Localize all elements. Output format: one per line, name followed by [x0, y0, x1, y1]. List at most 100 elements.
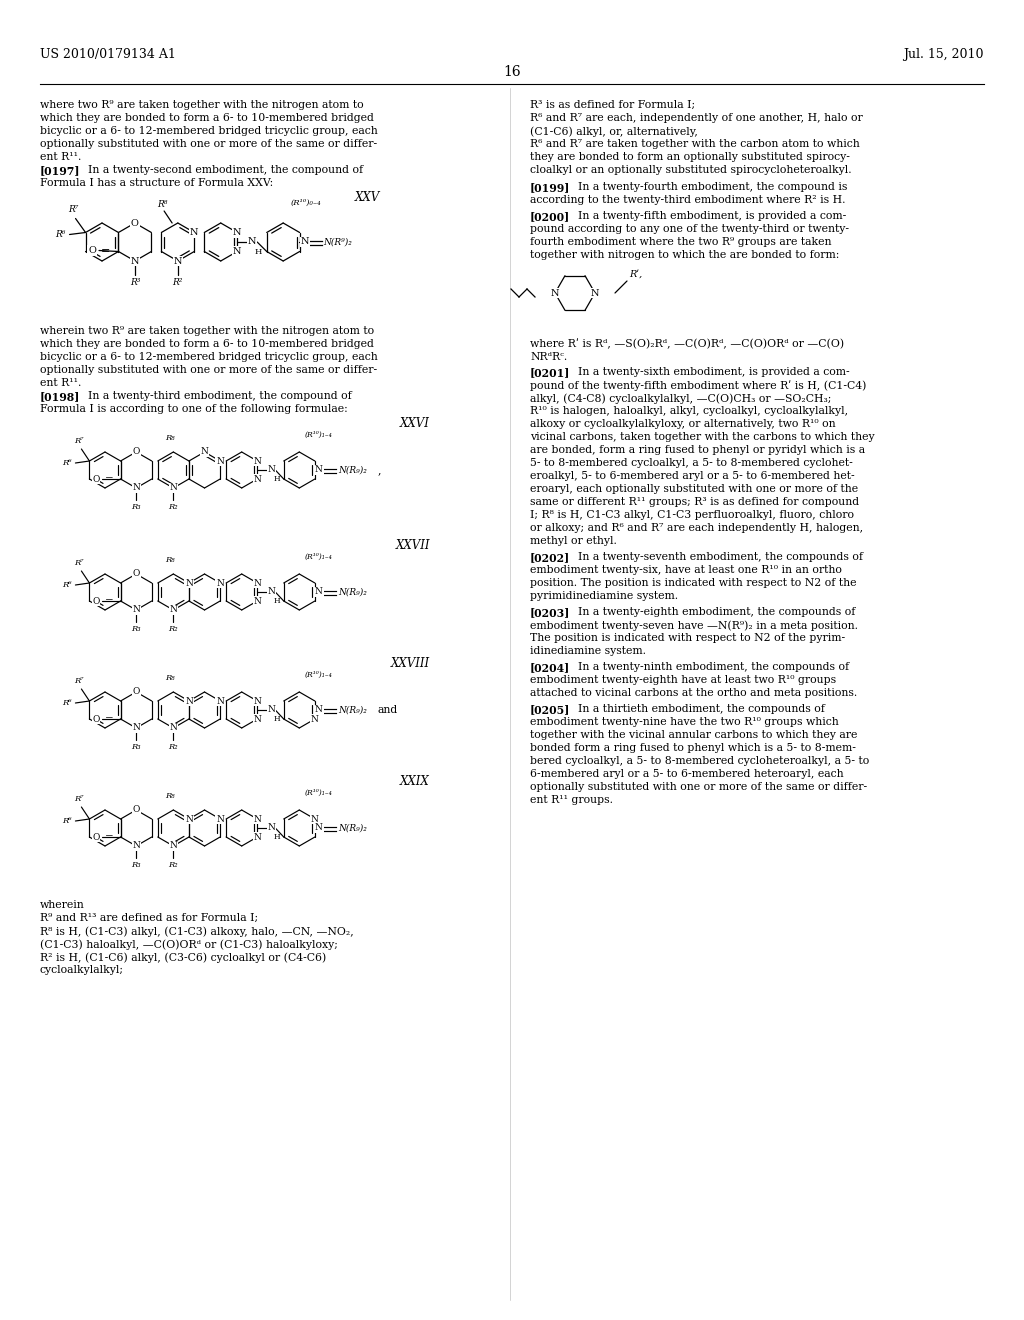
Text: attached to vicinal carbons at the ortho and meta positions.: attached to vicinal carbons at the ortho… [530, 688, 857, 698]
Text: N: N [132, 606, 140, 615]
Text: [0198]: [0198] [40, 391, 80, 403]
Text: alkyl, (C4-C8) cycloalkylalkyl, —C(O)CH₃ or —SO₂CH₃;: alkyl, (C4-C8) cycloalkylalkyl, —C(O)CH₃… [530, 393, 831, 404]
Text: optionally substituted with one or more of the same or differ-: optionally substituted with one or more … [40, 366, 377, 375]
Text: In a twenty-second embodiment, the compound of: In a twenty-second embodiment, the compo… [88, 165, 364, 176]
Text: fourth embodiment where the two R⁹ groups are taken: fourth embodiment where the two R⁹ group… [530, 238, 831, 247]
Text: R⁷: R⁷ [75, 795, 84, 803]
Text: R⁸ is H, (C1-C3) alkyl, (C1-C3) alkoxy, halo, —CN, —NO₂,: R⁸ is H, (C1-C3) alkyl, (C1-C3) alkoxy, … [40, 927, 353, 937]
Text: O: O [132, 447, 140, 457]
Text: [0201]: [0201] [530, 367, 570, 378]
Text: =: = [104, 833, 114, 842]
Text: R⁶: R⁶ [61, 700, 72, 708]
Text: N: N [185, 697, 193, 705]
Text: N: N [185, 814, 193, 824]
Text: and: and [378, 705, 398, 715]
Text: R₂: R₂ [169, 503, 178, 511]
Text: together with the vicinal annular carbons to which they are: together with the vicinal annular carbon… [530, 730, 857, 741]
Text: N: N [315, 824, 323, 833]
Text: =: = [104, 475, 114, 484]
Text: [0202]: [0202] [530, 552, 570, 564]
Text: Rʹ,: Rʹ, [629, 271, 642, 279]
Text: N: N [132, 723, 140, 733]
Text: The position is indicated with respect to N2 of the pyrim-: The position is indicated with respect t… [530, 634, 845, 643]
Text: [0205]: [0205] [530, 704, 570, 715]
Text: ent R¹¹.: ent R¹¹. [40, 378, 81, 388]
Text: N: N [253, 474, 261, 483]
Text: embodiment twenty-nine have the two R¹⁰ groups which: embodiment twenty-nine have the two R¹⁰ … [530, 717, 839, 727]
Text: wherein: wherein [40, 900, 85, 909]
Text: bicyclic or a 6- to 12-membered bridged tricyclic group, each: bicyclic or a 6- to 12-membered bridged … [40, 352, 378, 362]
Text: ent R¹¹ groups.: ent R¹¹ groups. [530, 795, 613, 805]
Text: R⁶ and R⁷ are each, independently of one another, H, halo or: R⁶ and R⁷ are each, independently of one… [530, 114, 863, 123]
Text: O: O [131, 219, 139, 227]
Text: N: N [267, 466, 275, 474]
Text: idinediamine system.: idinediamine system. [530, 645, 646, 656]
Text: N: N [173, 256, 182, 265]
Text: N: N [132, 483, 140, 492]
Text: where two R⁹ are taken together with the nitrogen atom to: where two R⁹ are taken together with the… [40, 100, 364, 110]
Text: N(R⁹)₂: N(R⁹)₂ [324, 238, 352, 247]
Text: N: N [591, 289, 599, 297]
Text: (R¹⁰)₁₋₄: (R¹⁰)₁₋₄ [305, 671, 333, 678]
Text: (R¹⁰)₁₋₄: (R¹⁰)₁₋₄ [305, 432, 333, 440]
Text: N(R₉)₂: N(R₉)₂ [338, 824, 367, 833]
Text: eroalkyl, 5- to 6-membered aryl or a 5- to 6-membered het-: eroalkyl, 5- to 6-membered aryl or a 5- … [530, 471, 855, 480]
Text: (R¹⁰)₁₋₄: (R¹⁰)₁₋₄ [305, 553, 333, 561]
Text: O: O [92, 474, 99, 483]
Text: ,: , [378, 465, 381, 475]
Text: N: N [315, 705, 323, 714]
Text: (R¹⁰)₀₋₄: (R¹⁰)₀₋₄ [291, 199, 322, 207]
Text: N: N [267, 587, 275, 597]
Text: O: O [92, 597, 99, 606]
Text: R⁶: R⁶ [61, 459, 72, 467]
Text: R¹⁰ is halogen, haloalkyl, alkyl, cycloalkyl, cycloalkylalkyl,: R¹⁰ is halogen, haloalkyl, alkyl, cycloa… [530, 407, 848, 416]
Text: N: N [248, 238, 256, 247]
Text: In a twenty-ninth embodiment, the compounds of: In a twenty-ninth embodiment, the compou… [578, 663, 849, 672]
Text: N: N [216, 578, 224, 587]
Text: R²: R² [173, 279, 183, 286]
Text: I; R⁸ is H, C1-C3 alkyl, C1-C3 perfluoroalkyl, fluoro, chloro: I; R⁸ is H, C1-C3 alkyl, C1-C3 perfluoro… [530, 510, 854, 520]
Text: N: N [190, 228, 199, 238]
Text: R₈: R₈ [165, 675, 174, 682]
Text: In a twenty-sixth embodiment, is provided a com-: In a twenty-sixth embodiment, is provide… [578, 367, 850, 378]
Text: bonded form a ring fused to phenyl which is a 5- to 8-mem-: bonded form a ring fused to phenyl which… [530, 743, 856, 752]
Text: R⁷: R⁷ [69, 206, 79, 214]
Text: In a twenty-fourth embodiment, the compound is: In a twenty-fourth embodiment, the compo… [578, 182, 848, 191]
Text: N: N [216, 697, 224, 705]
Text: N: N [311, 714, 318, 723]
Text: [0204]: [0204] [530, 663, 570, 673]
Text: R⁷: R⁷ [75, 677, 84, 685]
Text: N: N [267, 705, 275, 714]
Text: alkoxy or cycloalkylalkyloxy, or alternatively, two R¹⁰ on: alkoxy or cycloalkylalkyloxy, or alterna… [530, 418, 836, 429]
Text: bered cycloalkyl, a 5- to 8-membered cycloheteroalkyl, a 5- to: bered cycloalkyl, a 5- to 8-membered cyc… [530, 756, 869, 766]
Text: N: N [253, 578, 261, 587]
Text: NRᵈRᶜ.: NRᵈRᶜ. [530, 352, 567, 362]
Text: optionally substituted with one or more of the same or differ-: optionally substituted with one or more … [530, 781, 867, 792]
Text: R⁶: R⁶ [55, 230, 66, 239]
Text: N: N [253, 697, 261, 705]
Text: R₃: R₃ [131, 624, 141, 634]
Text: embodiment twenty-six, have at least one R¹⁰ in an ortho: embodiment twenty-six, have at least one… [530, 565, 842, 576]
Text: 5- to 8-membered cycloalkyl, a 5- to 8-membered cyclohet-: 5- to 8-membered cycloalkyl, a 5- to 8-m… [530, 458, 853, 469]
Text: R₃: R₃ [131, 861, 141, 869]
Text: N: N [253, 714, 261, 723]
Text: N: N [315, 466, 323, 474]
Text: H: H [255, 248, 262, 256]
Text: XXVIII: XXVIII [391, 657, 430, 671]
Text: R₈: R₈ [165, 434, 174, 442]
Text: wherein two R⁹ are taken together with the nitrogen atom to: wherein two R⁹ are taken together with t… [40, 326, 374, 337]
Text: Formula I is according to one of the following formulae:: Formula I is according to one of the fol… [40, 404, 348, 414]
Text: N: N [185, 578, 193, 587]
Text: R⁶: R⁶ [61, 817, 72, 825]
Text: H: H [274, 597, 281, 605]
Text: R₂: R₂ [169, 743, 178, 751]
Text: R⁶ and R⁷ are taken together with the carbon atom to which: R⁶ and R⁷ are taken together with the ca… [530, 139, 860, 149]
Text: N(R₉)₂: N(R₉)₂ [338, 705, 367, 714]
Text: 16: 16 [503, 65, 521, 79]
Text: [0200]: [0200] [530, 211, 570, 222]
Text: XXV: XXV [354, 191, 380, 205]
Text: which they are bonded to form a 6- to 10-membered bridged: which they are bonded to form a 6- to 10… [40, 339, 374, 348]
Text: bicyclic or a 6- to 12-membered bridged tricyclic group, each: bicyclic or a 6- to 12-membered bridged … [40, 125, 378, 136]
Text: In a twenty-third embodiment, the compound of: In a twenty-third embodiment, the compou… [88, 391, 352, 401]
Text: N: N [169, 842, 177, 850]
